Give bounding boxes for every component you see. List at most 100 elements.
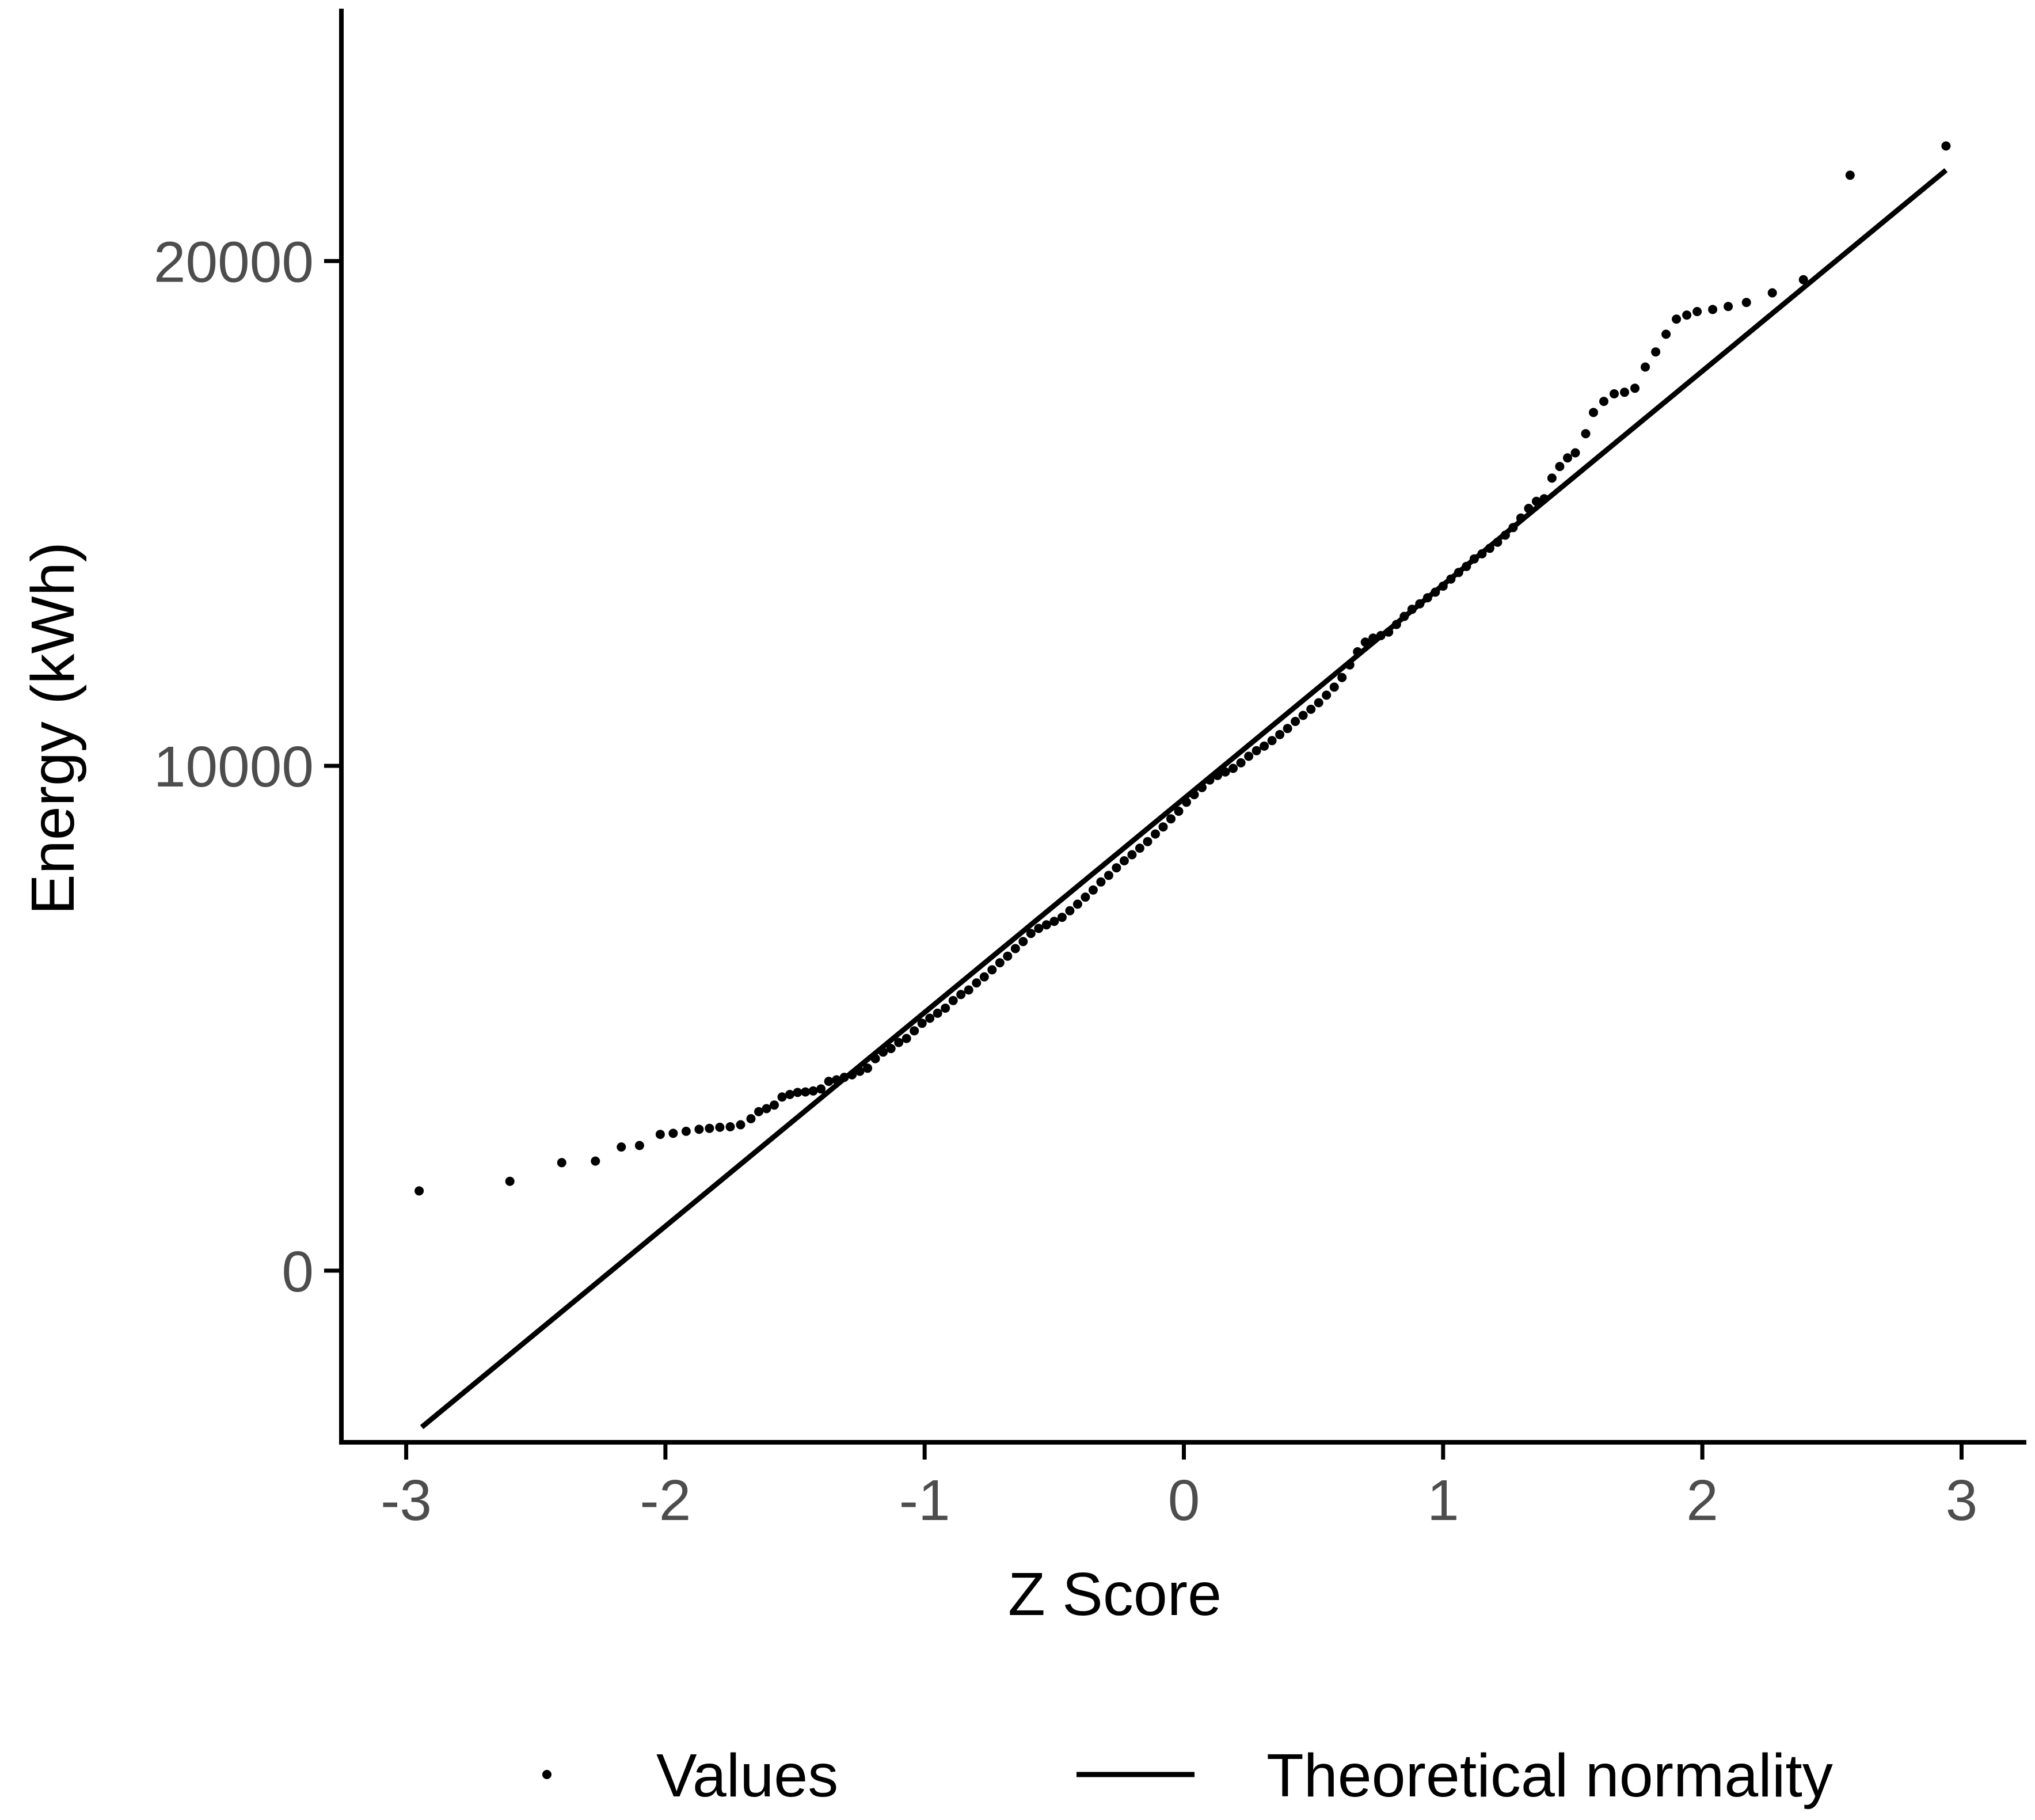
data-point xyxy=(681,1126,691,1136)
values-series xyxy=(414,141,1951,1196)
data-point xyxy=(1589,408,1598,417)
data-point xyxy=(1599,397,1608,406)
x-tick-label: 2 xyxy=(1686,1468,1718,1533)
data-point xyxy=(1252,746,1261,755)
data-point xyxy=(1275,729,1285,739)
data-point xyxy=(655,1130,665,1139)
data-point xyxy=(948,996,958,1005)
data-point xyxy=(777,1092,787,1102)
data-point xyxy=(1322,690,1332,700)
data-point xyxy=(1563,453,1572,463)
data-point xyxy=(1581,429,1591,439)
data-point xyxy=(1337,672,1347,682)
data-point xyxy=(941,1004,950,1013)
data-point xyxy=(1941,141,1951,151)
x-tick-label: -2 xyxy=(640,1468,691,1533)
x-tick-label: -1 xyxy=(899,1468,950,1533)
data-point xyxy=(972,978,982,988)
data-point xyxy=(902,1034,911,1043)
x-axis-title: Z Score xyxy=(1008,1560,1222,1628)
data-point xyxy=(886,1044,896,1054)
data-point xyxy=(770,1100,779,1110)
data-point xyxy=(1306,704,1316,714)
data-point xyxy=(801,1087,811,1097)
data-point xyxy=(1610,389,1619,398)
data-point xyxy=(591,1156,600,1166)
data-point xyxy=(1798,275,1808,284)
x-tick-label: 3 xyxy=(1946,1468,1978,1533)
data-point xyxy=(1547,473,1557,483)
legend-label-theoretical-normality: Theoretical normality xyxy=(1266,1742,1833,1810)
data-point xyxy=(1845,170,1855,180)
data-point xyxy=(1228,763,1238,773)
data-point xyxy=(746,1114,756,1123)
data-point xyxy=(1034,924,1044,933)
y-tick-label: 0 xyxy=(282,1240,314,1304)
data-point xyxy=(505,1176,515,1186)
data-point xyxy=(1724,302,1733,311)
legend: Values Theoretical normality xyxy=(542,1742,1833,1810)
data-point xyxy=(995,958,1005,968)
data-point xyxy=(736,1120,745,1130)
data-point xyxy=(1135,843,1144,853)
y-axis-title: Energy (kWh) xyxy=(19,542,87,915)
x-axis-ticks: -3 -2 -1 0 1 2 3 xyxy=(381,1442,1977,1533)
data-point xyxy=(1174,807,1184,816)
data-point xyxy=(1672,314,1682,324)
data-point xyxy=(785,1089,794,1099)
data-point xyxy=(894,1038,904,1047)
data-point xyxy=(917,1019,927,1028)
data-point xyxy=(1236,758,1246,767)
data-point xyxy=(1088,885,1098,895)
data-point xyxy=(1260,741,1269,751)
data-point xyxy=(1708,305,1718,314)
data-point xyxy=(1065,906,1075,915)
data-point xyxy=(1096,877,1106,887)
data-point xyxy=(1767,288,1777,298)
x-tick-label: -3 xyxy=(381,1468,432,1533)
data-point xyxy=(1057,913,1067,922)
data-point xyxy=(1555,462,1565,472)
data-point xyxy=(634,1141,644,1150)
data-point xyxy=(979,972,989,982)
data-point xyxy=(1314,698,1323,708)
data-point xyxy=(1151,829,1160,839)
legend-label-values: Values xyxy=(656,1742,838,1810)
data-point xyxy=(816,1084,826,1094)
data-point xyxy=(705,1123,714,1133)
data-point xyxy=(1661,329,1671,339)
data-point xyxy=(1267,736,1277,746)
data-point xyxy=(1026,929,1036,939)
x-tick-label: 1 xyxy=(1427,1468,1459,1533)
data-point xyxy=(557,1158,566,1168)
data-point xyxy=(1692,307,1702,317)
data-point xyxy=(725,1122,735,1131)
data-point xyxy=(694,1124,704,1134)
data-point xyxy=(617,1142,626,1152)
data-point xyxy=(1166,814,1176,824)
theoretical-normality-line xyxy=(420,168,1948,1430)
data-point xyxy=(414,1186,424,1196)
data-point xyxy=(1158,822,1168,832)
data-point xyxy=(1620,387,1629,397)
data-point xyxy=(1104,871,1113,880)
data-point xyxy=(1081,892,1090,902)
data-point xyxy=(1010,944,1020,953)
plot-area xyxy=(414,141,1951,1430)
data-point xyxy=(1143,837,1152,846)
data-point xyxy=(808,1086,818,1096)
data-point xyxy=(925,1013,935,1023)
data-point xyxy=(1641,362,1650,372)
data-point xyxy=(1041,920,1051,930)
data-point xyxy=(793,1088,802,1097)
data-point xyxy=(824,1077,834,1086)
data-point xyxy=(1651,347,1661,357)
data-point xyxy=(964,985,973,995)
data-point xyxy=(1570,448,1580,458)
data-point xyxy=(1003,951,1013,961)
y-axis-ticks: 0 10000 20000 xyxy=(154,230,341,1304)
data-point xyxy=(1682,310,1692,320)
x-tick-label: 0 xyxy=(1168,1468,1200,1533)
data-point xyxy=(1298,710,1308,720)
